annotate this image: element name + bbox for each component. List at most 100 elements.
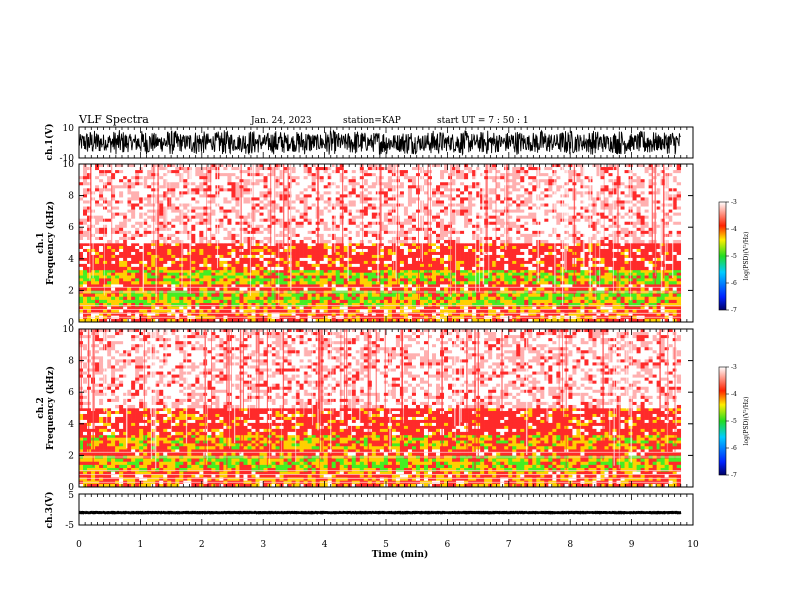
ch1-spec-cell [283,266,288,271]
ch1-spec-cell [315,260,320,265]
ch1-spec-cell [83,269,88,273]
ch1-spec-cell [411,293,417,298]
ch1-spec-cell [351,269,357,273]
ch1-spec-cell [131,173,136,177]
ch1-spec-cell [195,194,200,198]
ch1-spec-cell [195,215,200,219]
ch1-spec-cell [407,245,413,250]
ch1-spec-cell [259,303,264,307]
ch1-spec-cell [255,284,260,288]
ch1-spec-cell [367,266,373,271]
ch1-spec-cell [111,239,116,244]
ch1-spec-cell [195,188,200,192]
ch1-spec-cell [123,272,128,276]
ch1-spec-cell [271,251,276,256]
ch1-spec-cell [119,203,124,207]
ch1-spec-cell [83,215,88,219]
ch1-spec-cell [143,200,148,204]
ch1-spec-cell [143,176,148,180]
ch1-spec-cell [331,248,337,253]
ch1-spec-cell [219,209,224,213]
ch1-spec-cell [500,260,505,265]
ch1-spec-cell [648,254,653,259]
ch1-spec-cell [207,221,212,226]
ch1-spec-cell [303,251,308,256]
ch1-spec-cell [203,227,208,232]
ch1-spec-cell [604,263,609,268]
ch1-spec-cell [211,251,216,256]
ch1-spec-cell [183,164,188,168]
ch1-spec-cell [419,260,425,265]
ch1-spec-cell [624,284,629,288]
ch1-spec-cell [584,254,589,259]
ch1-spec-cell [99,248,104,253]
ch1-spec-cell [183,269,188,273]
ch1-spec-cell [135,257,140,262]
ch1-spec-cell [107,278,112,282]
ch1-spec-cell [287,251,292,256]
ch1-spec-cell [271,248,276,253]
ch1-spec-cell [520,293,525,298]
ch1-spec-cell [139,200,144,204]
ch1-spec-cell [107,209,112,213]
ch1-spec-cell [107,260,112,265]
ch1-spec-cell [327,275,333,279]
ch1-spec-cell [311,284,316,288]
ch1-spec-cell [219,185,224,189]
ch1-spec-cell [223,206,228,210]
ch1-spec-cell [468,243,473,247]
ch1-spec-cell [616,309,621,313]
ch1-spec-cell [151,318,156,323]
ch1-spec-cell [568,269,573,273]
ch1-spec-cell [159,272,164,276]
ch1-spec-cell [488,296,493,301]
ch1-spec-cell [243,284,248,288]
ch1-spec-cell [135,194,140,198]
ch1-spec-cell [287,243,292,247]
ch1-spec-cell [143,191,148,195]
ch1-spec-cell [175,287,180,291]
ch1-spec-cell [91,318,96,323]
ch1-spec-cell [648,251,653,256]
ch1-spec-cell [223,281,228,285]
ch1-spec-cell [155,287,160,291]
ch1-spec-cell [171,197,176,201]
ch1-spec-cell [99,173,104,177]
ch1-spec-cell [263,260,268,265]
ch1-spec-cell [175,306,180,310]
ch1-spec-cell [83,221,88,226]
ch1-spec-cell [351,254,357,259]
ch1-spec-cell [568,299,573,304]
ch1-spec-cell [227,203,232,207]
ch1-spec-cell [528,248,533,253]
ch1-spec-cell [143,197,148,201]
ch1-spec-cell [179,245,184,250]
ch1-spec-cell [219,293,224,298]
ch1-spec-cell [103,275,108,279]
ch1-spec-cell [548,245,553,250]
ch1-spec-cell [476,269,481,273]
ch1-spec-cell [219,272,224,276]
ch1-spec-cell [644,278,649,282]
ch1-spec-cell [568,296,573,301]
ch1-spec-cell [512,281,517,285]
ch1-spec-cell [203,167,208,171]
ch1-spec-cell [379,278,385,282]
ch1-spec-cell [399,318,405,323]
ch1-spec-cell [199,188,204,192]
ch1-spec-cell [303,309,308,313]
ch1-spec-cell [584,296,589,301]
ch1-spec-cell [452,248,457,253]
ch1-spec-cell [95,233,100,238]
ch1-spec-cell [383,306,389,310]
ch1-spec-cell [303,278,308,282]
ch1-spec-cell [143,260,148,265]
ch1-spec-cell [460,296,465,301]
ch1-spec-cell [407,293,413,298]
ch1-spec-cell [520,309,525,313]
ch1-spec-cell [287,263,292,268]
ch1-spec-cell [103,245,108,250]
ch1-spec-cell [115,254,120,259]
ch1-spec-cell [199,257,204,262]
ch1-spec-cell [444,263,449,268]
